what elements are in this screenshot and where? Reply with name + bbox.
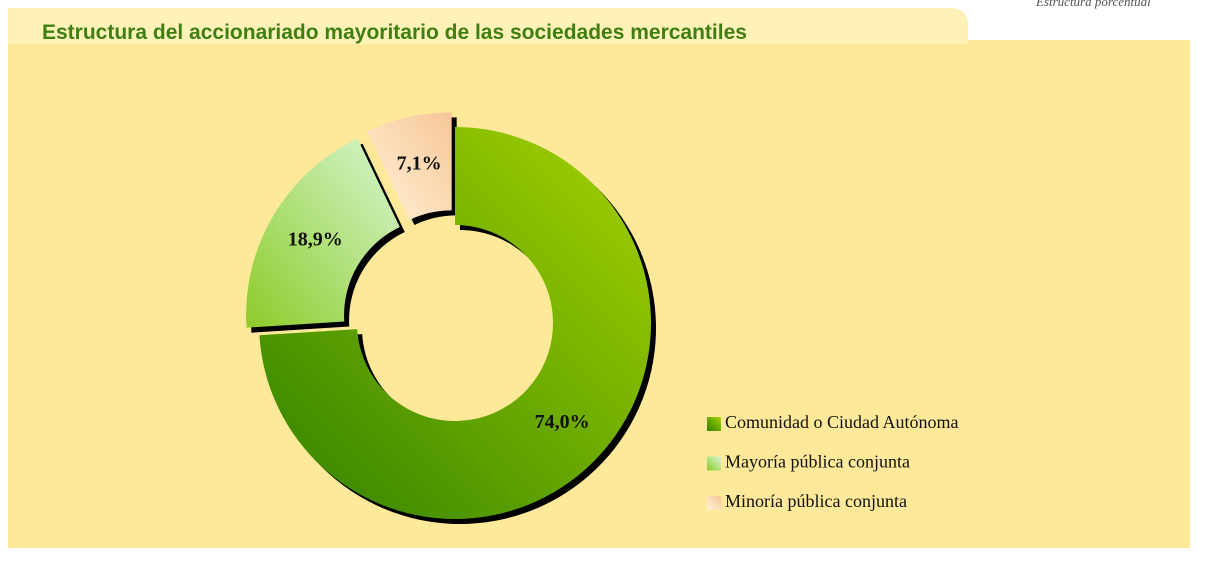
- corner-note: Estructura porcentual: [1035, 0, 1151, 9]
- data-label: 74,0%: [535, 411, 590, 433]
- chart-title: Estructura del accionariado mayoritario …: [42, 21, 747, 44]
- slice: [259, 127, 651, 519]
- legend-label: Mayoría pública conjunta: [725, 452, 910, 472]
- slice: [367, 112, 452, 220]
- title-tab: [8, 8, 968, 44]
- data-label: 18,9%: [288, 229, 343, 251]
- legend-swatch: [707, 417, 721, 431]
- legend-label: Comunidad o Ciudad Autónoma: [725, 412, 959, 432]
- legend-label: Minoría pública conjunta: [725, 491, 907, 511]
- slice: [246, 138, 400, 328]
- data-label: 7,1%: [397, 153, 442, 175]
- legend-swatch: [707, 456, 721, 471]
- legend-swatch: [707, 496, 721, 510]
